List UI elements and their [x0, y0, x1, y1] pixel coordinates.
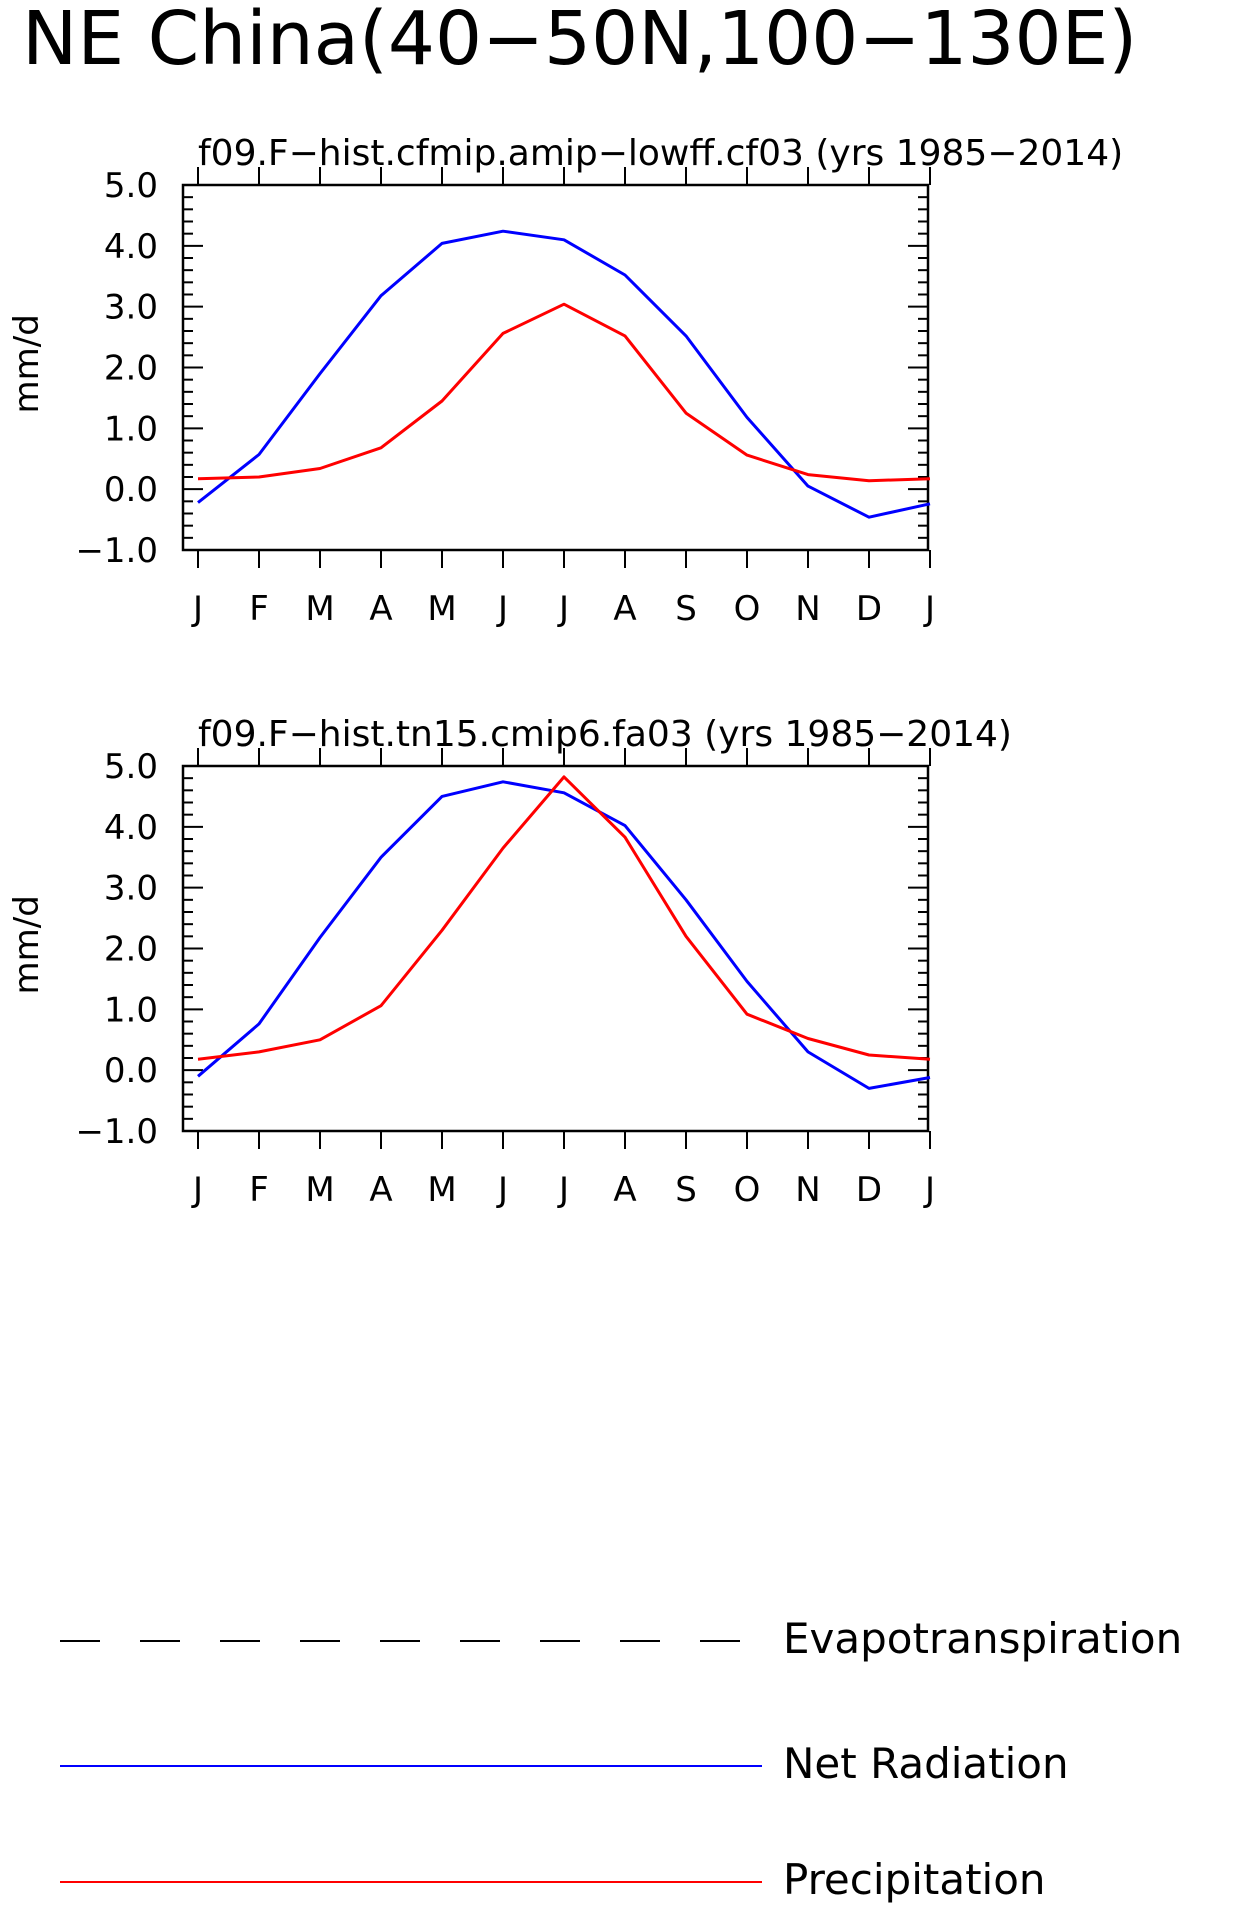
y-tick-label: 4.0: [104, 808, 158, 848]
y-tick-label: −1.0: [75, 1112, 158, 1152]
x-tick-label: A: [369, 1170, 392, 1210]
x-tick-label: N: [795, 589, 820, 629]
legend-label-net-radiation: Net Radiation: [783, 1739, 1069, 1788]
x-tick-label: S: [675, 589, 697, 629]
legend-label-evapotranspiration: Evapotranspiration: [783, 1614, 1182, 1663]
x-tick-label: D: [856, 1170, 882, 1210]
x-tick-label: J: [191, 589, 203, 629]
y-tick-label: 0.0: [104, 1051, 158, 1091]
chart-title: f09.F−hist.cfmip.amip−lowff.cf03 (yrs 19…: [198, 133, 1123, 174]
y-tick-label: 3.0: [104, 869, 158, 909]
y-tick-label: 4.0: [104, 227, 158, 267]
x-tick-label: O: [734, 1170, 761, 1210]
x-tick-label: F: [249, 589, 269, 629]
x-tick-label: M: [305, 1170, 334, 1210]
y-tick-label: 0.0: [104, 470, 158, 510]
series-line-precipitation: [197, 775, 931, 1061]
x-tick-label: M: [427, 1170, 456, 1210]
series-line-precipitation: [197, 302, 931, 483]
x-tick-label: D: [856, 589, 882, 629]
y-tick-label: 5.0: [104, 747, 158, 787]
x-tick-label: J: [496, 589, 508, 629]
x-tick-label: A: [369, 589, 392, 629]
legend: Evapotranspiration Net Radiation Precipita…: [60, 1614, 1182, 1904]
chart-title: f09.F−hist.tn15.cmip6.fa03 (yrs 1985−201…: [198, 714, 1012, 755]
x-tick-label: J: [923, 589, 935, 629]
series-line-net-radiation: [197, 229, 931, 519]
plot-frame: [181, 764, 930, 1133]
x-tick-label: M: [305, 589, 334, 629]
x-tick-label: M: [427, 589, 456, 629]
y-tick-label: 1.0: [104, 409, 158, 449]
x-tick-label: A: [613, 1170, 636, 1210]
x-tick-label: N: [795, 1170, 820, 1210]
x-tick-label: O: [734, 589, 761, 629]
y-tick-label: 3.0: [104, 288, 158, 328]
page-title: NE China(40−50N,100−130E): [22, 0, 1137, 82]
chart-panel-2: f09.F−hist.tn15.cmip6.fa03 (yrs 1985−201…: [7, 714, 1012, 1210]
x-tick-label: S: [675, 1170, 697, 1210]
x-tick-label: J: [557, 1170, 569, 1210]
y-axis-label: mm/d: [7, 895, 47, 994]
legend-label-precipitation: Precipitation: [783, 1855, 1046, 1904]
y-tick-label: 1.0: [104, 990, 158, 1030]
x-tick-label: F: [249, 1170, 269, 1210]
series-line-net-radiation: [197, 780, 931, 1090]
x-tick-label: J: [191, 1170, 203, 1210]
y-tick-label: 5.0: [104, 166, 158, 206]
x-tick-label: A: [613, 589, 636, 629]
x-tick-label: J: [923, 1170, 935, 1210]
y-tick-label: 2.0: [104, 349, 158, 389]
chart-panel-1: f09.F−hist.cfmip.amip−lowff.cf03 (yrs 19…: [7, 133, 1123, 629]
y-axis-label: mm/d: [7, 314, 47, 413]
y-tick-label: −1.0: [75, 531, 158, 571]
x-tick-label: J: [496, 1170, 508, 1210]
y-tick-label: 2.0: [104, 930, 158, 970]
x-tick-label: J: [557, 589, 569, 629]
